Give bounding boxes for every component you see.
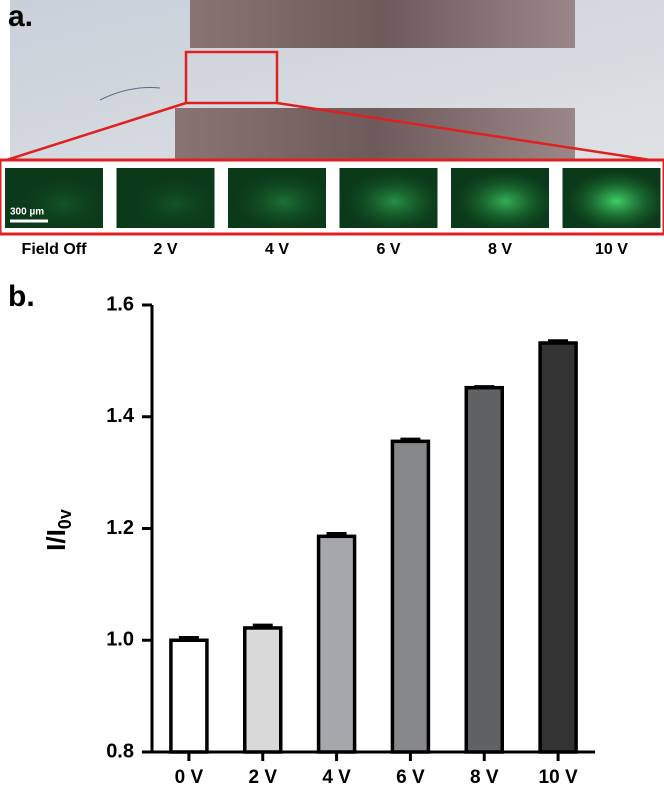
y-label-main: I/I <box>41 529 71 551</box>
bar <box>390 439 431 754</box>
frame-label: Field Off <box>22 241 88 258</box>
panel-label: b. <box>8 280 35 313</box>
y-tick-label: 0.8 <box>106 740 134 762</box>
frame-label: 4 V <box>265 241 289 258</box>
x-tick-label: 4 V <box>322 767 351 788</box>
y-tick-label: 1.4 <box>106 405 135 427</box>
frame-label: 2 V <box>153 241 177 258</box>
frame-label: 10 V <box>595 241 628 258</box>
photo <box>0 0 664 236</box>
bar <box>316 534 357 754</box>
bar <box>243 626 283 754</box>
micrographs: Field Off 2 V 4 V 6 V 8 V 10 V 300 µm <box>5 168 661 258</box>
y-tick-label: 1.0 <box>106 629 134 651</box>
x-tick-label: 2 V <box>248 767 277 788</box>
frame-label: 6 V <box>376 241 400 258</box>
bar <box>538 341 578 754</box>
x-tick-label: 10 V <box>539 767 578 788</box>
fluorescence <box>339 168 438 228</box>
y-label-sub: 0v <box>55 509 75 529</box>
panel-label: a. <box>8 0 33 33</box>
fluorescence <box>562 168 661 228</box>
x-tick-label: 0 V <box>175 767 204 788</box>
y-axis-label: I/I0v <box>41 509 75 551</box>
bar <box>169 638 209 754</box>
x-tick-label: 6 V <box>396 767 425 788</box>
fluorescence <box>451 168 549 228</box>
bar <box>464 385 504 754</box>
x-tick-label: 8 V <box>470 767 499 788</box>
scale-bar-label: 300 µm <box>10 207 44 218</box>
glow <box>116 168 215 228</box>
y-tick-label: 1.6 <box>106 293 134 315</box>
y-tick-label: 1.2 <box>106 517 134 539</box>
glow <box>5 168 103 228</box>
frame-label: 8 V <box>488 241 512 258</box>
fluorescence <box>228 168 326 228</box>
